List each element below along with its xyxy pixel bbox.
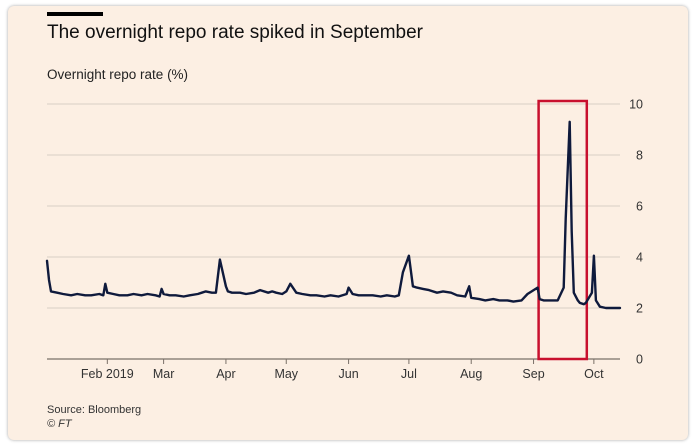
source-note: Source: Bloomberg: [47, 404, 142, 416]
spike-highlight-box: [537, 99, 589, 361]
x-tick-label: May: [274, 367, 298, 381]
y-axis: 0 2 4 6 8 10: [629, 98, 643, 367]
x-tick-label: Oct: [584, 367, 604, 381]
x-tick-label: Aug: [460, 367, 482, 381]
x-axis: Feb 2019 Mar Apr May Jun Jul Aug Sep Oct: [81, 359, 604, 381]
x-tick-label: Feb 2019: [81, 367, 134, 381]
y-tick-label: 2: [636, 302, 643, 316]
series-layer: [45, 120, 622, 310]
chart-footer: Source: Bloomberg © FT: [47, 403, 141, 431]
chart-title: The overnight repo rate spiked in Septem…: [47, 22, 423, 43]
x-tick-label: Jul: [401, 367, 417, 381]
y-tick-label: 4: [636, 251, 643, 265]
x-tick-label: Apr: [216, 367, 235, 381]
highlight-layer: [537, 99, 589, 361]
chart-subtitle: Overnight repo rate (%): [47, 67, 189, 82]
x-tick-label: Sep: [522, 367, 544, 381]
y-tick-label: 0: [636, 353, 643, 367]
x-tick-label: Jun: [339, 367, 359, 381]
copyright-note: © FT: [47, 418, 72, 430]
title-rule: [47, 12, 103, 16]
repo-rate-line: [45, 120, 622, 310]
x-tick-label: Mar: [153, 367, 175, 381]
y-tick-label: 6: [636, 200, 643, 214]
grid-layer: [47, 103, 620, 360]
y-tick-label: 10: [629, 98, 643, 112]
chart-card: [8, 6, 688, 440]
y-tick-label: 8: [636, 149, 643, 163]
